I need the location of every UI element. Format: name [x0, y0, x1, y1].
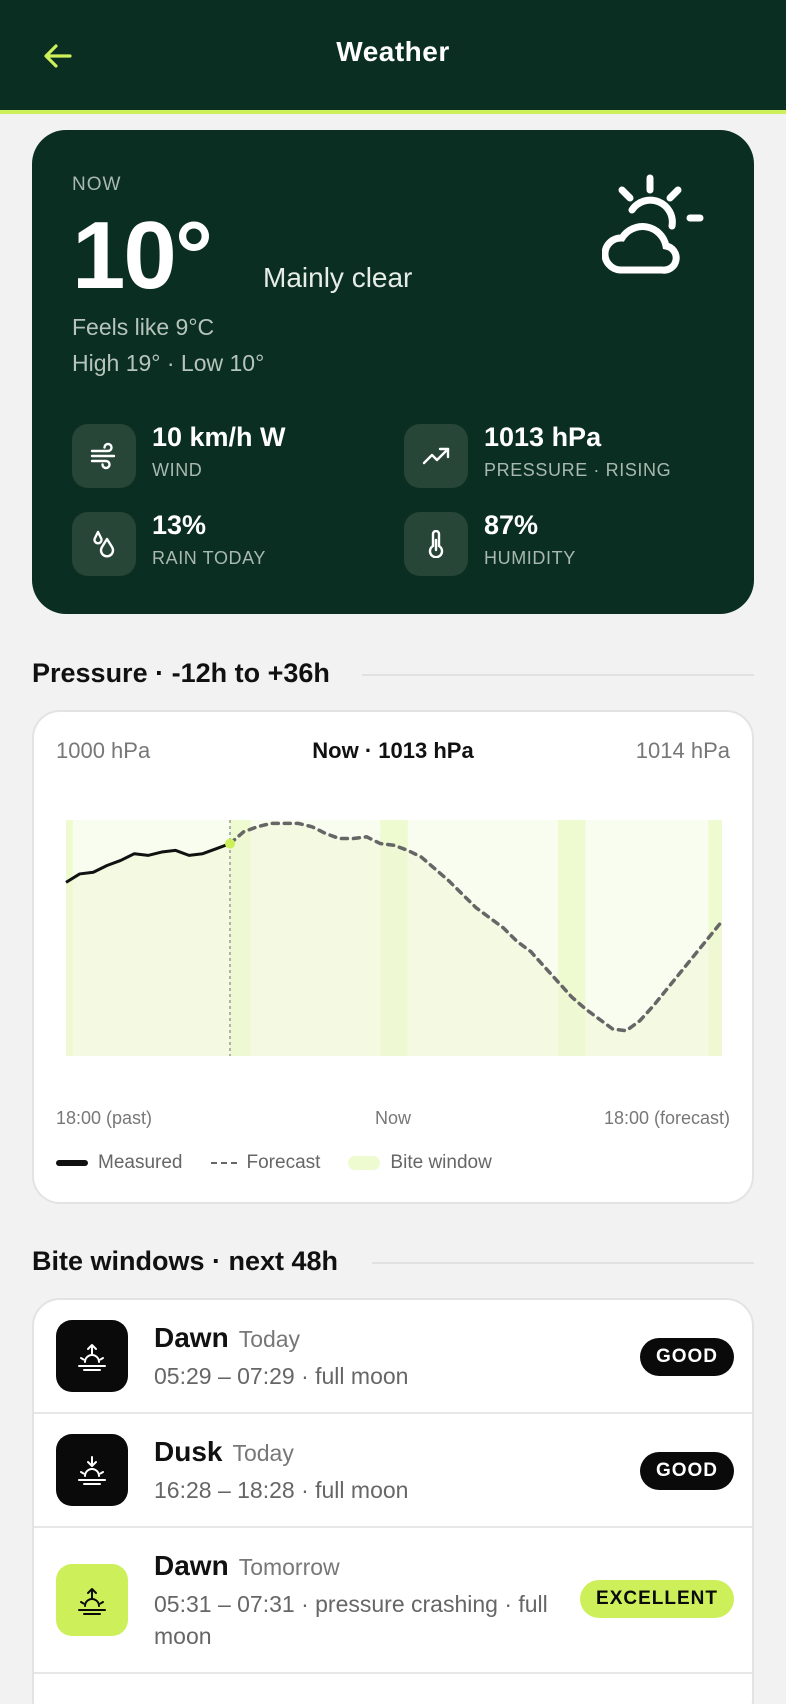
pressure-now-label: Now · 1013 hPa [312, 738, 474, 763]
current-temperature: 10° [72, 202, 213, 309]
bite-day: Today [238, 1326, 301, 1352]
legend-bite-label: Bite window [390, 1152, 492, 1173]
feels-like-text: Feels like 9°C [72, 314, 215, 340]
sunrise-icon [78, 1588, 106, 1615]
bite-time: 16:28 – 18:28 · full moon [154, 1477, 409, 1503]
wind-value: 10 km/h W [152, 422, 286, 452]
legend-bite-swatch [348, 1156, 381, 1170]
pressure-stat: 1013 hPa PRESSURE · RISING [404, 420, 724, 490]
bite-name: Dawn Today [154, 1322, 301, 1353]
pressure-icon-box [404, 424, 468, 488]
section-divider [362, 674, 754, 676]
measured-series-line [65, 842, 231, 884]
section-divider [372, 1262, 754, 1264]
high-low-text: High 19° · Low 10° [72, 350, 265, 376]
legend-measured: Measured [56, 1152, 183, 1174]
list-item[interactable] [34, 1674, 752, 1704]
humidity-icon-box [404, 512, 468, 576]
rain-label: RAIN TODAY [152, 548, 267, 568]
bite-day: Tomorrow [238, 1554, 340, 1580]
status-badge: GOOD [639, 1452, 734, 1490]
bite-section-title: Bite windows · next 48h [32, 1246, 339, 1276]
app-bar: Weather [0, 0, 786, 114]
condition-text: Mainly clear [263, 262, 413, 293]
rain-stat: 13% RAIN TODAY [72, 508, 392, 578]
x-label-now: Now [374, 1108, 411, 1128]
bite-time: 05:31 – 07:31 · pressure crashing · full… [154, 1591, 548, 1649]
pressure-chart [65, 820, 724, 1056]
legend-forecast-label: Forecast [246, 1152, 321, 1173]
current-conditions-card: NOW 10° Mainly clear Feels like 9°C High… [32, 130, 754, 614]
status-badge: GOOD [639, 1338, 734, 1376]
bite-name: Dawn Tomorrow [154, 1550, 340, 1581]
partly-cloudy-day-icon [602, 174, 704, 274]
now-label: NOW [72, 174, 122, 195]
trending-up-icon [422, 447, 450, 465]
legend-measured-label: Measured [98, 1152, 183, 1173]
humidity-value: 87% [484, 510, 539, 540]
thermometer-icon [428, 530, 444, 558]
wind-icon-box [72, 424, 136, 488]
bite-time: 05:29 – 07:29 · full moon [154, 1363, 409, 1389]
legend-forecast-swatch [210, 1162, 237, 1164]
legend-measured-swatch [56, 1160, 88, 1166]
pressure-value: 1013 hPa [484, 422, 602, 452]
sunrise-icon-box [56, 1320, 128, 1392]
pressure-section-title: Pressure · -12h to +36h [32, 658, 330, 688]
raindrops-icon [93, 530, 115, 558]
legend-bite: Bite window [348, 1152, 492, 1174]
list-item[interactable]: Dawn Tomorrow 05:31 – 07:31 · pressure cr… [34, 1528, 752, 1674]
bite-day: Today [232, 1440, 294, 1466]
humidity-label: HUMIDITY [484, 548, 576, 568]
pressure-chart-card: 1000 hPa Now · 1013 hPa 1014 hPa 18:00 (… [32, 710, 754, 1204]
rain-icon-box [72, 512, 136, 576]
chart-legend: Measured Forecast Bite window [56, 1152, 520, 1174]
bite-windows-list: Dawn Today 05:29 – 07:29 · full moon GOOD… [32, 1298, 754, 1704]
now-point [225, 838, 235, 849]
wind-icon [90, 442, 116, 470]
wind-label: WIND [152, 460, 203, 480]
list-item[interactable]: Dusk Today 16:28 – 18:28 · full moon GOOD [34, 1414, 752, 1528]
pressure-range-high: 1014 hPa [635, 738, 730, 763]
sunrise-icon [78, 1344, 106, 1371]
page-title: Weather [336, 36, 450, 67]
sunrise-icon-box [56, 1564, 128, 1636]
legend-forecast: Forecast [210, 1152, 321, 1174]
forecast-series-line [228, 821, 724, 1033]
sunset-icon-box [56, 1434, 128, 1506]
sunset-icon [78, 1456, 106, 1485]
status-badge: EXCELLENT [580, 1580, 734, 1618]
rain-value: 13% [152, 510, 207, 540]
pressure-label: PRESSURE · RISING [484, 460, 672, 480]
x-label-past: 18:00 (past) [56, 1108, 153, 1128]
back-arrow-icon[interactable] [40, 38, 76, 74]
list-item[interactable]: Dawn Today 05:29 – 07:29 · full moon GOOD [34, 1300, 752, 1414]
humidity-stat: 87% HUMIDITY [404, 508, 724, 578]
bite-name: Dusk Today [154, 1436, 294, 1467]
x-label-forecast: 18:00 (forecast) [603, 1108, 730, 1128]
pressure-range-low: 1000 hPa [56, 738, 151, 763]
wind-stat: 10 km/h W WIND [72, 420, 392, 490]
